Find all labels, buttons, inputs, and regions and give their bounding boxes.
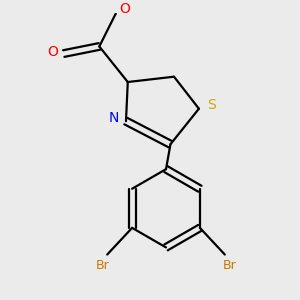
Text: O: O xyxy=(48,45,58,59)
Text: O: O xyxy=(119,2,130,16)
Text: Br: Br xyxy=(96,259,110,272)
Text: S: S xyxy=(207,98,216,112)
Text: N: N xyxy=(108,111,119,124)
Text: Br: Br xyxy=(222,259,236,272)
